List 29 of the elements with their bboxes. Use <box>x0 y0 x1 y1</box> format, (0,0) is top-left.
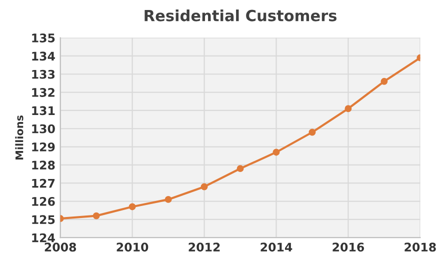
point <box>164 196 172 203</box>
x-tick-label: 2016 <box>332 242 364 252</box>
y-tick-label: 125 <box>32 215 55 224</box>
point <box>344 105 352 112</box>
y-tick-label: 134 <box>32 52 55 61</box>
point <box>92 212 100 220</box>
point <box>128 203 136 210</box>
x-tick-label: 2014 <box>260 242 292 252</box>
y-tick-label: 129 <box>32 142 55 152</box>
y-axis-title: Millions <box>15 115 24 160</box>
y-tick-label: 127 <box>32 178 55 188</box>
point <box>308 128 316 136</box>
y-tick-label: 132 <box>32 88 54 97</box>
y-tick-label: 124 <box>32 233 55 242</box>
y-tick-label: 135 <box>32 34 55 42</box>
x-tick-label: 2010 <box>116 242 148 252</box>
y-tick-label: 128 <box>32 160 55 170</box>
point <box>380 78 388 85</box>
point <box>272 148 280 156</box>
point <box>200 183 208 190</box>
chart-title: Residential Customers <box>144 10 336 22</box>
x-tick-label: 2008 <box>44 242 76 252</box>
y-tick-label: 130 <box>32 124 55 134</box>
x-tick-label: 2012 <box>188 242 220 252</box>
point <box>236 165 244 172</box>
y-tick-label: 131 <box>32 106 55 116</box>
y-tick-label: 133 <box>32 70 55 79</box>
y-tick-label: 126 <box>32 196 55 206</box>
x-tick-label: 2018 <box>404 242 436 252</box>
